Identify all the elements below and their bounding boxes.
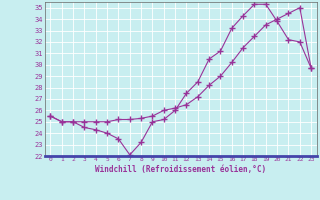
X-axis label: Windchill (Refroidissement éolien,°C): Windchill (Refroidissement éolien,°C) xyxy=(95,165,266,174)
